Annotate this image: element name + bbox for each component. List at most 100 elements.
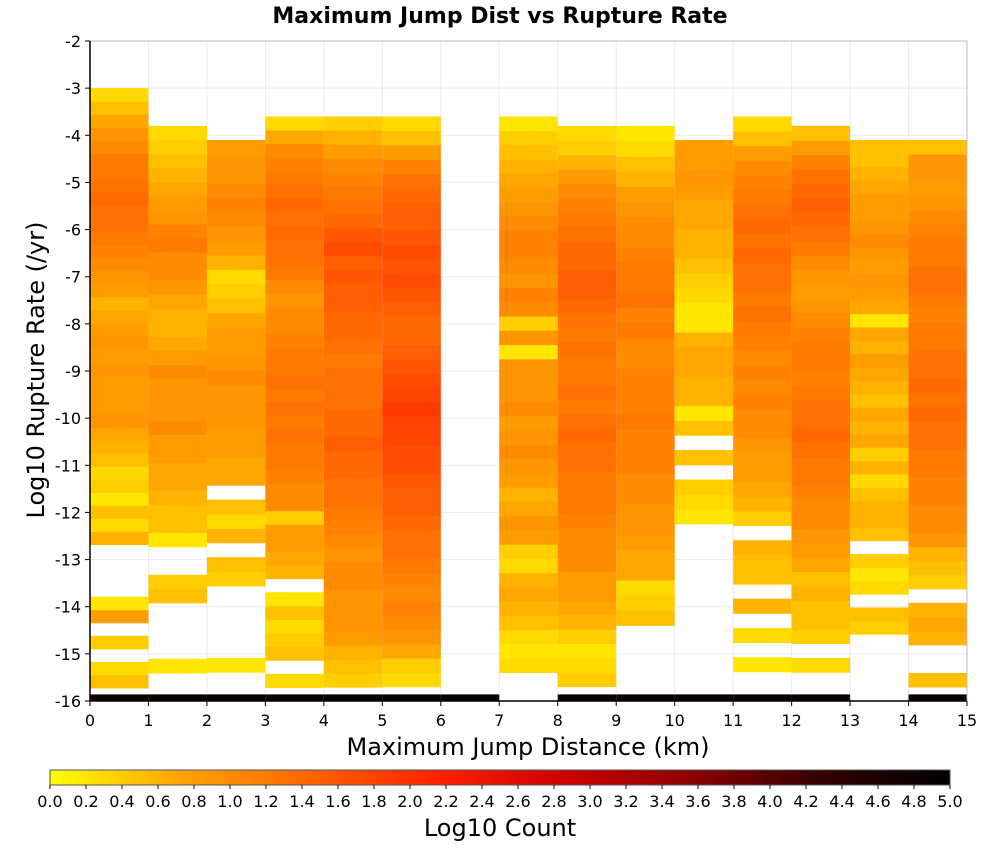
y-tick-label: -5	[65, 173, 81, 192]
heatmap-cell	[850, 447, 909, 462]
x-tick-label: 12	[781, 711, 801, 730]
heatmap-cell	[323, 380, 383, 396]
heatmap-cell	[148, 280, 207, 295]
x-tick-label: 15	[957, 711, 977, 730]
heatmap-cell	[323, 297, 383, 312]
heatmap-cell	[382, 694, 441, 702]
heatmap-cell	[90, 661, 149, 676]
heatmap-cells	[90, 88, 967, 702]
colorbar	[49, 769, 951, 786]
heatmap-cell	[206, 269, 266, 285]
heatmap-cell	[791, 485, 851, 501]
heatmap-cell	[850, 166, 909, 181]
heatmap-cell	[148, 153, 207, 169]
heatmap-cell	[265, 130, 324, 145]
heatmap-cell	[499, 401, 558, 417]
heatmap-cell	[90, 596, 149, 611]
heatmap-cell	[850, 353, 909, 368]
heatmap-cell	[674, 494, 734, 510]
heatmap-cell	[206, 528, 266, 544]
y-axis-ticks: -2 -3 -4 -5 -6 -7 -8 -9 -10 -11 -12 -13 -14 -15 -16	[55, 32, 90, 711]
heatmap-cell	[90, 244, 149, 259]
heatmap-cell	[908, 196, 967, 211]
heatmap-cell	[557, 528, 617, 544]
heatmap-cell	[206, 298, 266, 314]
heatmap-cell	[265, 184, 324, 199]
heatmap-cell	[265, 225, 324, 240]
heatmap-cell	[148, 224, 207, 239]
heatmap-cell	[323, 325, 383, 340]
heatmap-cell	[382, 116, 441, 132]
heatmap-cell	[557, 470, 617, 486]
heatmap-cell	[148, 308, 207, 323]
heatmap-cell	[908, 672, 967, 688]
heatmap-cell	[90, 466, 149, 480]
heatmap-cell	[499, 458, 558, 474]
y-tick-label: -10	[55, 409, 81, 428]
heatmap-cell	[90, 479, 149, 493]
heatmap-cell	[616, 352, 675, 369]
heatmap-cell	[733, 131, 792, 147]
heatmap-cell	[791, 269, 851, 285]
heatmap-cell	[499, 130, 558, 146]
heatmap-cell	[382, 259, 441, 274]
heatmap-cell	[791, 694, 851, 702]
heatmap-cell	[148, 658, 207, 674]
heatmap-cell	[850, 327, 909, 341]
heatmap-cell	[499, 472, 558, 488]
heatmap-cell	[206, 355, 266, 371]
heatmap-cell	[323, 694, 383, 702]
x-tick-label: 8	[553, 711, 563, 730]
heatmap-cell	[323, 227, 383, 243]
heatmap-cell	[206, 168, 266, 184]
heatmap-cell	[382, 615, 441, 631]
heatmap-cell	[850, 260, 909, 275]
heatmap-cell	[323, 269, 383, 284]
heatmap-cell	[733, 189, 792, 205]
heatmap-cell	[791, 384, 851, 400]
heatmap-cell	[382, 330, 441, 346]
heatmap-cell	[908, 574, 967, 590]
heatmap-cell	[90, 609, 149, 624]
heatmap-cell	[265, 197, 324, 213]
heatmap-cell	[90, 322, 149, 337]
heatmap-cell	[616, 140, 675, 157]
heatmap-cell	[265, 170, 324, 185]
heatmap-cell	[733, 569, 792, 585]
heatmap-cell	[616, 443, 675, 460]
heatmap-cell	[733, 174, 792, 190]
heatmap-cell	[323, 186, 383, 201]
heatmap-cell	[265, 238, 324, 253]
heatmap-cell	[148, 462, 207, 478]
heatmap-cell	[791, 542, 851, 558]
heatmap-cell	[265, 415, 324, 430]
y-tick-label: -12	[55, 503, 81, 522]
heatmap-cell	[791, 585, 851, 601]
heatmap-cell	[908, 476, 967, 492]
y-axis-label: Log10 Rupture Rate (/yr)	[22, 222, 50, 519]
heatmap-cell	[616, 428, 675, 445]
heatmap-cell	[557, 183, 617, 199]
heatmap-cell	[323, 311, 383, 326]
heatmap-cell	[557, 370, 617, 386]
colorbar-tick-label: 3.4	[649, 792, 674, 811]
heatmap-cell	[265, 565, 324, 580]
heatmap-cell	[148, 504, 207, 520]
heatmap-cell	[557, 643, 617, 659]
heatmap-cell	[499, 259, 558, 274]
heatmap-cell	[90, 205, 149, 220]
heatmap-cell	[733, 511, 792, 527]
heatmap-cell	[557, 557, 617, 573]
colorbar-tick-label: 2.4	[469, 792, 494, 811]
heatmap-cell	[382, 643, 441, 659]
heatmap-cell	[791, 370, 851, 386]
heatmap-cell	[90, 153, 149, 167]
heatmap-cell	[791, 499, 851, 515]
colorbar-tick-label: 1.2	[253, 792, 278, 811]
heatmap-cell	[616, 292, 675, 308]
heatmap-cell	[908, 266, 967, 281]
heatmap-cell	[265, 619, 324, 634]
heatmap-cell	[908, 224, 967, 239]
heatmap-cell	[733, 408, 792, 424]
heatmap-cell	[148, 588, 207, 604]
